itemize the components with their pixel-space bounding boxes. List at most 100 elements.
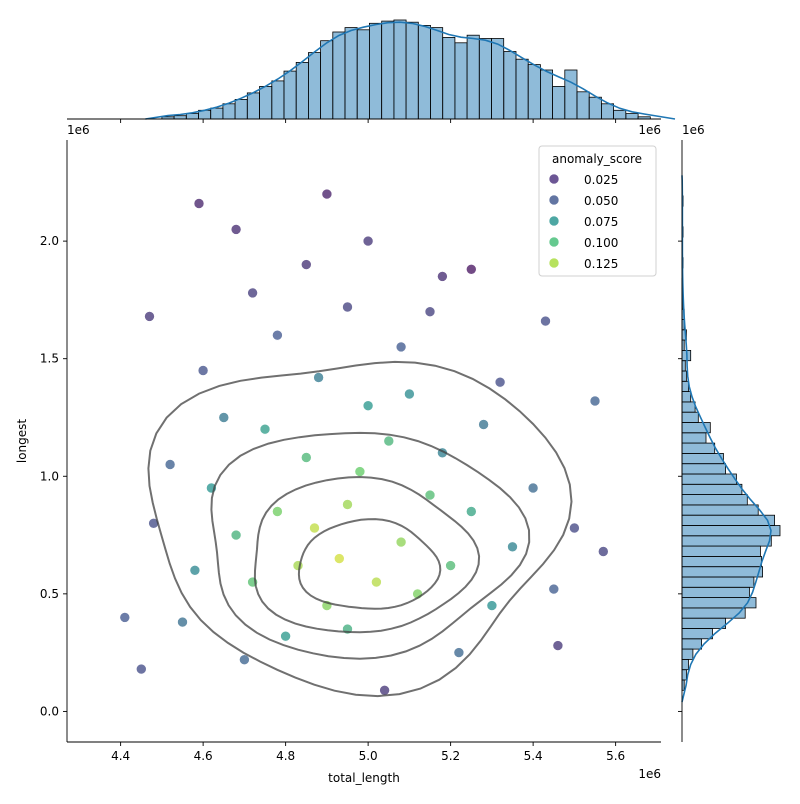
legend-entries: 0.025 0.050 0.075 0.100 0.125 [548,173,618,271]
scatter-point [300,452,312,463]
scatter-point [404,388,415,400]
right-histogram-bar [681,669,687,681]
scatter-point [437,271,448,282]
scatter-point [424,306,436,318]
scatter-point [494,376,506,388]
right-histogram-bar [681,463,726,475]
scatter-point [362,235,374,247]
legend-label: 0.125 [584,257,618,271]
right-histogram-bar [681,514,775,526]
scatter-point [478,419,489,430]
scatter-plot-area [119,188,609,698]
top-histogram-bar [527,64,541,120]
kde-contour-line [253,475,481,634]
right-histogram-bar [681,545,761,557]
right-histogram-bar [681,442,716,454]
legend-label: 0.050 [584,194,618,208]
x-tick-label: 4.8 [276,749,295,763]
top-histogram-bar [295,62,309,120]
scatter-point [453,647,465,658]
top-histogram-bar [222,103,236,120]
scatter-point [230,224,242,235]
kde-contour-line [297,518,442,610]
top-histogram-bar [491,38,505,120]
scatter-point [309,522,320,534]
scatter-point [379,684,390,696]
top-histogram-bar [540,69,554,120]
y-axis-label: longest [15,419,29,464]
kde-contour-line [147,360,573,698]
scatter-point [177,616,188,628]
right-histogram-bar [681,380,689,392]
top-histogram-bar [601,103,615,120]
scatter-point [589,395,601,407]
scatter-point [465,506,477,517]
top-histogram-bar [173,115,187,120]
scatter-point [486,600,498,611]
right-histogram-bar [681,360,686,372]
top-histogram-bar [356,29,370,120]
x-tick-label: 5.0 [359,749,378,763]
scatter-point [136,663,147,675]
scatter-point [239,654,250,666]
right-marginal-histogram [681,175,781,703]
x-offset-label: 1e6 [638,767,661,781]
scatter-point [164,459,176,470]
x-tick-label: 5.2 [441,749,460,763]
scatter-point [569,522,580,534]
legend-label: 0.075 [584,215,618,229]
legend-label: 0.100 [584,236,618,250]
kde-contour-line [210,431,531,660]
x-tick-label: 5.6 [606,749,625,763]
right-histogram-bar [681,586,750,598]
top-histogram-bar [320,40,334,120]
x-axis-label: total_length [328,771,400,785]
top-histogram-bar [442,37,456,120]
right-histogram-bar [681,483,743,495]
y-tick-label: 1.0 [40,469,59,483]
top-histogram-bar [234,99,248,120]
y-tick-label: 1.5 [40,352,59,366]
top-histogram-bar [454,42,468,120]
right-histogram-bar [681,411,699,423]
scatter-points [119,188,609,696]
top-marginal-offset-right: 1e6 [638,123,661,137]
top-histogram-bar [210,107,224,120]
top-histogram-bar [393,19,407,120]
scatter-point [189,564,201,576]
right-histogram-bar [681,628,713,640]
right-histogram-bar [681,401,696,413]
scatter-point [230,529,242,541]
scatter-point [300,259,312,270]
scatter-point [280,630,291,642]
right-histogram-bar [681,452,724,465]
top-histogram-bar [613,109,627,120]
top-histogram-bar [185,113,199,120]
y-tick-label: 0.0 [40,704,59,718]
top-histogram-bar [271,80,285,120]
scatter-point [313,372,324,383]
right-histogram-bar [681,566,763,578]
right-histogram-bar [681,638,703,650]
scatter-point [193,198,205,209]
top-histogram-bar [588,96,602,120]
scatter-point [527,482,539,494]
scatter-point [197,365,209,376]
right-histogram-bar [681,617,726,629]
scatter-point [552,640,564,651]
scatter-point [445,560,456,571]
scatter-point [507,541,518,553]
right-histogram-bar [681,556,762,568]
top-histogram-bar [417,24,431,120]
right-histogram-bar [681,535,772,547]
top-histogram-bar [625,113,639,120]
scatter-point [218,412,230,423]
legend-marker [548,194,560,206]
scatter-point [540,315,551,327]
scatter-point [371,576,382,588]
right-histogram-bar [681,473,737,485]
top-histogram-bar [552,86,566,120]
scatter-point [362,400,374,412]
legend-frame [538,145,657,277]
